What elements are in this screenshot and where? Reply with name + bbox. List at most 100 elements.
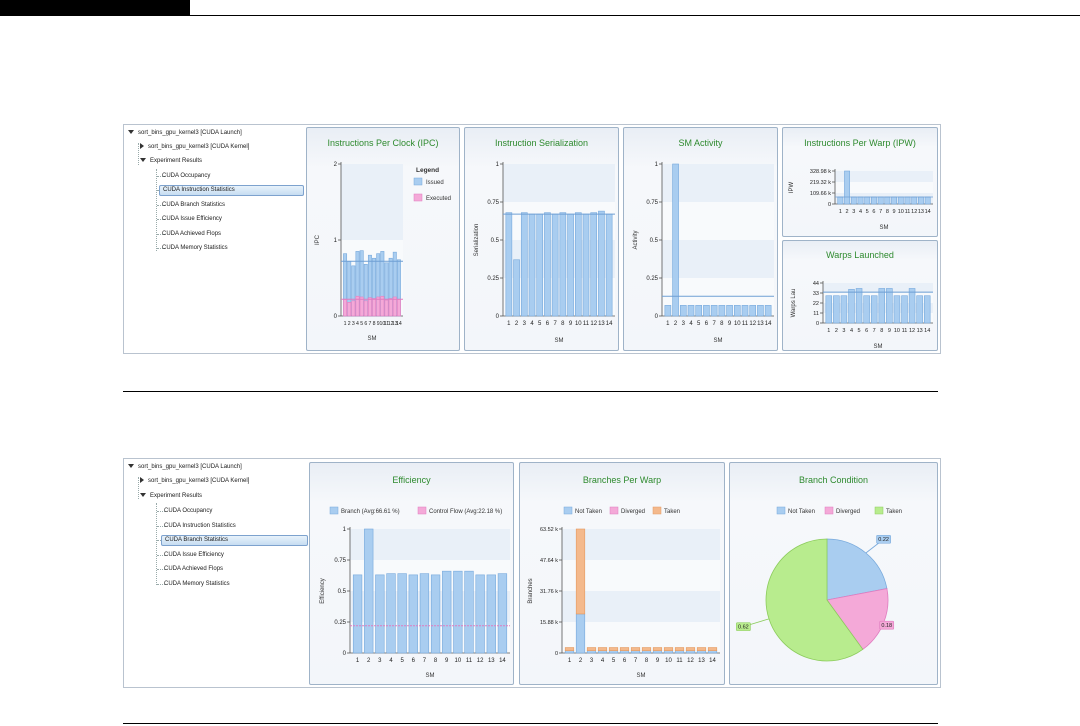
warps-bar (908, 288, 916, 324)
plot-band (823, 313, 933, 323)
y-tick-label: 0.75 (487, 200, 499, 206)
tree-experiment-results[interactable]: Experiment Results (140, 492, 202, 501)
warps-bar (878, 288, 886, 324)
x-tick-label: 4 (689, 321, 693, 327)
x-tick-label: 12 (477, 658, 484, 664)
x-tick-label: 10 (898, 209, 904, 215)
branch-efficiency-bar (442, 570, 452, 654)
y-tick-label: 0 (655, 314, 659, 320)
ipw-bar (877, 196, 884, 205)
not-taken-bar (685, 650, 696, 654)
tree-item-achieved-flops[interactable]: CUDA Achieved Flops (164, 566, 224, 572)
tree-item-achieved-flops[interactable]: CUDA Achieved Flops (162, 231, 222, 237)
ipc-panel: Instructions Per Clock (IPC) 2 1 0 IPC SM 1 2 3… (306, 127, 460, 351)
tree-root-label: sort_bins_gpu_kernel3 [CUDA Launch] (138, 130, 242, 136)
legend-swatch-diverged (824, 506, 834, 515)
activity-bar (726, 305, 733, 317)
tree-item-occupancy[interactable]: CUDA Occupancy (162, 173, 211, 179)
tree-experiment-results[interactable]: Experiment Results (140, 157, 202, 166)
plot-band (562, 529, 720, 560)
collapse-icon[interactable] (140, 158, 146, 163)
screenshot-branch-statistics: sort_bins_gpu_kernel3 [CUDA Launch] sort… (123, 458, 941, 688)
x-tick-label: 2 (846, 209, 849, 215)
not-taken-bar (564, 650, 575, 654)
collapse-icon[interactable] (128, 464, 134, 469)
collapse-icon[interactable] (140, 493, 146, 498)
taken-bar (707, 647, 718, 651)
x-tick-label: 12 (909, 328, 915, 334)
x-tick-label: 5 (400, 658, 404, 664)
not-taken-bar (597, 650, 608, 654)
y-axis-label: Warps Lau (791, 289, 797, 318)
tree-kernel[interactable]: sort_bins_gpu_kernel3 [CUDA Kernel] (140, 477, 249, 486)
x-axis-label: SM (714, 338, 723, 344)
tree-root[interactable]: sort_bins_gpu_kernel3 [CUDA Launch] (128, 129, 242, 138)
executed-bar (363, 300, 368, 317)
legend-swatch-control-flow (417, 506, 427, 515)
x-tick-label: 7 (712, 321, 716, 327)
serialization-bar (528, 213, 536, 317)
x-tick-label: 11 (905, 209, 911, 215)
x-tick-label: 3 (378, 658, 382, 664)
x-tick-label: 4 (601, 658, 605, 664)
ipw-bar (844, 170, 850, 205)
x-tick-label: 5 (866, 209, 869, 215)
not-taken-bar (608, 650, 619, 654)
x-tick-label: 4 (859, 209, 862, 215)
x-tick-label: 5 (697, 321, 701, 327)
tree-item-memory-statistics[interactable]: CUDA Memory Statistics (162, 245, 228, 251)
tree-item-memory-statistics[interactable]: CUDA Memory Statistics (164, 581, 230, 587)
activity-bar (741, 305, 749, 317)
tree-item-occupancy[interactable]: CUDA Occupancy (164, 508, 213, 514)
tree-item-instruction-statistics[interactable]: CUDA Instruction Statistics (159, 185, 304, 196)
x-tick-label: 14 (499, 658, 506, 664)
y-tick-label: 219.32 k (810, 180, 831, 186)
not-taken-bar (619, 650, 630, 654)
warps-bar (848, 289, 855, 324)
collapse-icon[interactable] (128, 130, 134, 135)
x-tick-label: 1 (839, 209, 842, 215)
tree-item-issue-efficiency[interactable]: CUDA Issue Efficiency (164, 552, 224, 558)
tree-item-branch-statistics[interactable]: CUDA Branch Statistics (162, 202, 226, 208)
tree-root[interactable]: sort_bins_gpu_kernel3 [CUDA Launch] (128, 463, 242, 472)
experiment-tree: sort_bins_gpu_kernel3 [CUDA Launch] sort… (124, 459, 308, 687)
legend-label-diverged: Diverged (621, 509, 645, 515)
y-tick-label: 31.76 k (540, 589, 558, 595)
warps-bar (893, 295, 901, 324)
x-tick-label: 10 (575, 321, 582, 327)
warps-bar (923, 295, 931, 324)
x-tick-label: 6 (623, 658, 627, 664)
pie-label-box (736, 622, 751, 631)
legend-label-issued: Issued (426, 180, 444, 186)
x-tick-label: 6 (546, 321, 550, 327)
serialization-bar (559, 212, 567, 317)
serialization-bar (505, 212, 513, 317)
x-tick-label: 11 (742, 321, 749, 327)
plot-band (823, 283, 933, 293)
x-tick-label: 12 (388, 321, 394, 327)
x-tick-label: 9 (728, 321, 732, 327)
x-axis-label: SM (426, 673, 435, 679)
taken-bar (674, 647, 685, 651)
x-tick-label: 9 (377, 321, 380, 327)
tree-item-issue-efficiency[interactable]: CUDA Issue Efficiency (162, 216, 222, 222)
expand-icon[interactable] (140, 143, 144, 150)
y-tick-label: 109.66 k (810, 191, 831, 197)
y-tick-label: 0 (496, 314, 500, 320)
y-tick-label: 33 (813, 291, 819, 297)
expand-icon[interactable] (140, 477, 144, 484)
efficiency-panel: Efficiency 1 0.75 0.5 0.25 0 Efficiency SM 1 2 3 4… (309, 462, 514, 685)
warps-bar (870, 295, 878, 324)
tree-kernel[interactable]: sort_bins_gpu_kernel3 [CUDA Kernel] (140, 143, 249, 152)
x-tick-label: 7 (553, 321, 557, 327)
warps-panel: Warps Launched 44 33 22 11 0 Warps Lau SM 1 2 3 4 5… (782, 240, 938, 351)
activity-bar (718, 305, 726, 317)
taken-bar (619, 647, 630, 651)
not-taken-bar (575, 613, 586, 654)
branch-efficiency-bar (375, 574, 385, 654)
tree-item-branch-statistics[interactable]: CUDA Branch Statistics (161, 535, 308, 546)
tree-item-instruction-statistics[interactable]: CUDA Instruction Statistics (164, 523, 236, 529)
executed-bar (388, 298, 393, 317)
